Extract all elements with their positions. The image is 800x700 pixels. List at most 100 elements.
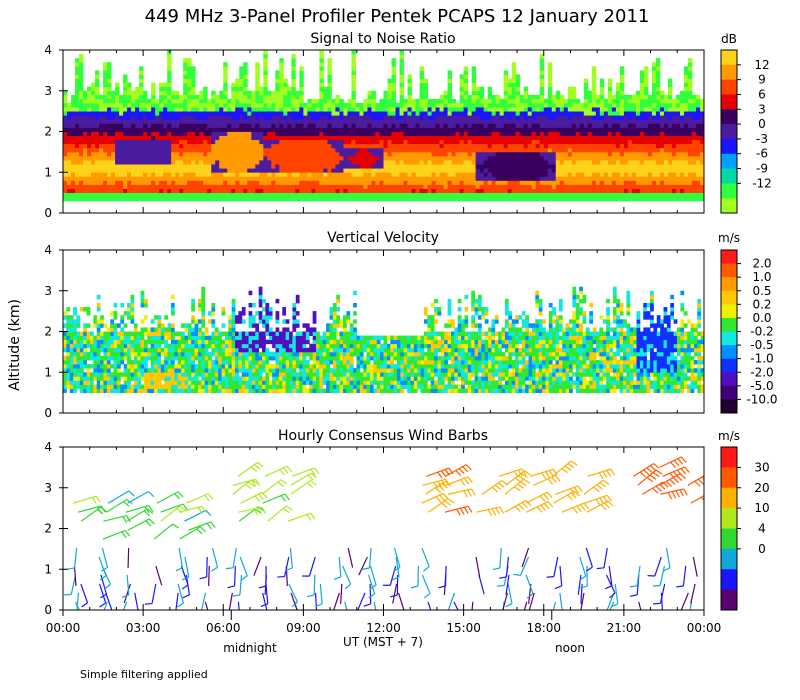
snr-cell: [339, 98, 344, 104]
snr-cell: [651, 192, 657, 198]
snr-cell: [159, 176, 164, 181]
snr-cell: [587, 90, 593, 96]
snr-cell: [235, 111, 240, 116]
snr-cell: [531, 151, 537, 157]
snr-cell: [391, 196, 396, 202]
snr-cell: [447, 155, 453, 161]
snr-cell: [295, 94, 300, 100]
snr-cell: [659, 90, 665, 96]
snr-cell: [431, 139, 436, 145]
snr-cell: [419, 180, 424, 185]
snr-cell: [215, 176, 220, 181]
snr-cell: [159, 90, 164, 96]
snr-cell: [339, 127, 344, 132]
snr-cell: [639, 86, 645, 92]
snr-cell: [447, 188, 453, 194]
snr-cell: [275, 127, 280, 132]
vv-cell: [63, 315, 67, 320]
snr-cell: [147, 102, 152, 108]
snr-cell: [167, 168, 172, 173]
snr-cell: [207, 188, 212, 194]
snr-cell: [203, 172, 208, 177]
snr-cell: [103, 184, 108, 189]
snr-cell: [211, 102, 216, 108]
snr-cell: [147, 188, 152, 194]
snr-cell: [203, 139, 208, 145]
snr-cell: [471, 115, 477, 120]
snr-cell: [687, 188, 693, 194]
snr-cell: [551, 160, 557, 165]
snr-cell: [471, 127, 477, 132]
snr-cell: [223, 160, 228, 165]
snr-cell: [387, 135, 392, 141]
snr-cell: [695, 94, 701, 100]
snr-cell: [631, 160, 637, 165]
snr-cell: [571, 119, 577, 124]
snr-cell: [583, 115, 589, 120]
snr-cell: [307, 131, 312, 136]
snr-cell: [631, 102, 637, 108]
snr-cell: [651, 139, 657, 145]
snr-cell: [559, 172, 565, 177]
snr-cell: [123, 168, 128, 173]
snr-cell: [167, 131, 172, 136]
snr-cell: [531, 155, 537, 161]
snr-cell: [463, 127, 469, 132]
snr-cell: [539, 86, 545, 92]
snr-cell: [399, 135, 404, 141]
snr-cell: [311, 127, 316, 132]
snr-cell: [559, 123, 565, 128]
snr-cell: [143, 143, 148, 149]
vv-cell: [116, 380, 121, 385]
vv-cell: [103, 335, 108, 341]
snr-cell: [359, 184, 364, 189]
snr-cell: [147, 160, 152, 165]
vv-cell: [86, 376, 91, 381]
snr-cell: [451, 176, 457, 181]
snr-cell: [459, 94, 465, 100]
vv-cell: [127, 384, 131, 389]
snr-cell: [87, 180, 92, 185]
snr-cell: [243, 123, 248, 128]
snr-cell: [651, 123, 657, 128]
snr-cell: [103, 131, 108, 136]
snr-cell: [507, 172, 513, 177]
snr-cell: [671, 107, 677, 112]
snr-cell: [659, 184, 665, 189]
snr-cell: [251, 123, 256, 128]
snr-cell: [299, 115, 304, 120]
snr-cell: [611, 98, 617, 104]
snr-cell: [519, 164, 525, 169]
snr-cell: [571, 131, 577, 136]
snr-cell: [419, 131, 424, 136]
snr-cell: [171, 160, 176, 165]
snr-cell: [355, 168, 360, 173]
snr-cell: [375, 107, 380, 112]
snr-cell: [699, 160, 704, 165]
snr-cell: [379, 192, 384, 198]
snr-cell: [555, 102, 561, 108]
snr-cell: [183, 98, 188, 104]
snr-cell: [479, 168, 485, 173]
snr-cell: [95, 86, 100, 92]
snr-cell: [267, 102, 272, 108]
snr-cell: [63, 151, 68, 157]
snr-cell: [163, 196, 168, 202]
snr-cell: [243, 119, 248, 124]
snr-cell: [399, 54, 404, 59]
snr-cell: [347, 160, 352, 165]
snr-cell: [619, 78, 625, 83]
snr-cell: [131, 90, 136, 96]
snr-cell: [143, 196, 148, 202]
snr-cell: [623, 111, 629, 116]
snr-cell: [643, 98, 649, 104]
snr-cell: [267, 192, 272, 198]
snr-cell: [75, 164, 80, 169]
snr-cell: [239, 82, 244, 88]
snr-cell: [495, 119, 501, 124]
snr-cell: [567, 139, 573, 145]
snr-cell: [699, 107, 704, 112]
snr-cell: [503, 155, 509, 161]
snr-cell: [219, 123, 224, 128]
snr-cell: [263, 184, 268, 189]
